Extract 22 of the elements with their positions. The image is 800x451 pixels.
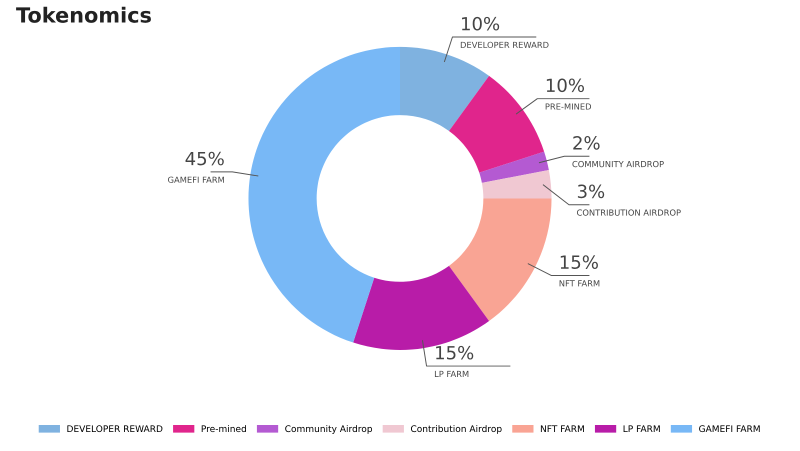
data-label: 3% xyxy=(578,184,604,198)
data-label: 15% xyxy=(560,255,598,269)
data-label: 45% xyxy=(186,152,224,166)
legend-label: LP FARM xyxy=(624,425,660,432)
slice-label: DEVELOPER REWARD xyxy=(460,42,549,48)
data-label: 15% xyxy=(436,346,474,360)
legend-label: GAMEFI FARM xyxy=(699,425,760,432)
data-label: 10% xyxy=(546,78,584,92)
chart-title: Tokenomics xyxy=(16,6,151,23)
text: COMMUNITY AIRDROP xyxy=(572,160,664,168)
slice-label: LP FARM xyxy=(434,370,468,377)
legend-label: DEVELOPER REWARD xyxy=(67,425,162,432)
text: PRE-MINED xyxy=(546,103,592,110)
legend-label: NFT FARM xyxy=(540,425,584,432)
text: CONTRIBUTION AIRDROP xyxy=(577,209,681,216)
legend-label: Community Airdrop xyxy=(285,425,372,434)
data-label: 2% xyxy=(573,136,600,150)
slice-label: GAMEFI FARM xyxy=(168,176,224,183)
legend-label: Pre-mined xyxy=(202,425,246,432)
slice-label: NFT FARM xyxy=(560,280,600,286)
data-label: 10% xyxy=(462,16,500,30)
legend-label: Contribution Airdrop xyxy=(410,425,502,434)
